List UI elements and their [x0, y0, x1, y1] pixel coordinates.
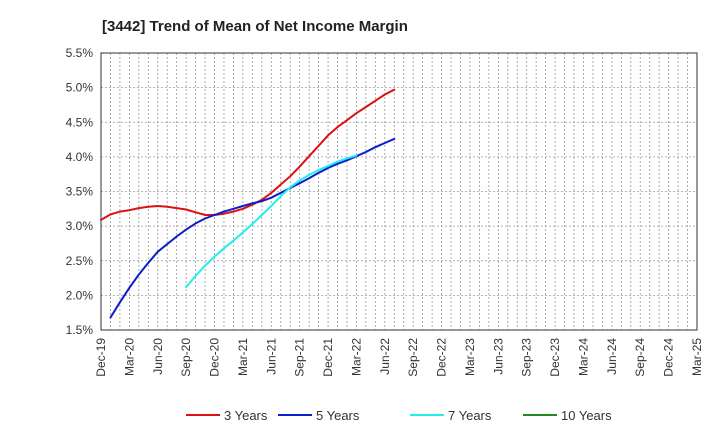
series-line-3-years	[100, 88, 396, 221]
legend-label: 3 Years	[224, 408, 268, 423]
x-tick-label: Mar-24	[576, 338, 590, 376]
y-tick-label: 2.0%	[66, 288, 94, 302]
legend-label: 10 Years	[561, 408, 612, 423]
chart-title: [3442] Trend of Mean of Net Income Margi…	[102, 18, 408, 35]
x-tick-label: Dec-20	[208, 338, 222, 377]
x-tick-label: Jun-23	[491, 338, 505, 375]
x-tick-label: Jun-20	[151, 338, 165, 375]
y-tick-label: 3.0%	[66, 219, 94, 233]
x-tick-label: Mar-21	[236, 338, 250, 376]
x-tick-label: Mar-25	[690, 338, 704, 376]
x-axis-ticks: Dec-19 Mar-20 Jun-20 Sep-20 Dec-20 Mar-21 Jun-…	[94, 338, 704, 377]
x-tick-label: Dec-23	[548, 338, 562, 377]
y-axis-ticks: 1.5% 2.0% 2.5% 3.0% 3.5% 4.0% 4.5% 5.0% 5.5%	[66, 46, 94, 337]
legend: 3 Years 5 Years 7 Years 10 Years	[186, 408, 612, 423]
x-tick-label: Mar-20	[122, 338, 136, 376]
x-tick-label: Dec-21	[321, 338, 335, 377]
grid-lines	[101, 53, 697, 330]
plot-border	[100, 52, 698, 331]
y-tick-label: 5.5%	[66, 46, 94, 60]
x-tick-label: Sep-24	[633, 338, 647, 377]
y-tick-label: 5.0%	[66, 81, 94, 95]
x-tick-label: Sep-21	[293, 338, 307, 377]
x-tick-label: Mar-23	[463, 338, 477, 376]
plot-frame	[100, 52, 698, 331]
x-tick-label: Jun-24	[605, 338, 619, 375]
y-tick-label: 4.5%	[66, 115, 94, 129]
x-tick-label: Sep-23	[520, 338, 534, 377]
series-lines	[100, 88, 396, 319]
series-line-7-years	[185, 154, 358, 289]
legend-label: 5 Years	[316, 408, 360, 423]
x-tick-label: Dec-24	[662, 338, 676, 377]
x-tick-label: Jun-21	[264, 338, 278, 375]
x-tick-label: Jun-22	[378, 338, 392, 375]
x-tick-label: Dec-19	[94, 338, 108, 377]
legend-label: 7 Years	[448, 408, 492, 423]
x-tick-label: Sep-22	[406, 338, 420, 377]
series-line-5-years	[109, 137, 396, 319]
x-tick-label: Sep-20	[179, 338, 193, 377]
y-tick-label: 1.5%	[66, 323, 94, 337]
y-tick-label: 4.0%	[66, 150, 94, 164]
x-tick-label: Dec-22	[435, 338, 449, 377]
y-tick-label: 2.5%	[66, 254, 94, 268]
x-tick-label: Mar-22	[349, 338, 363, 376]
y-tick-label: 3.5%	[66, 185, 94, 199]
